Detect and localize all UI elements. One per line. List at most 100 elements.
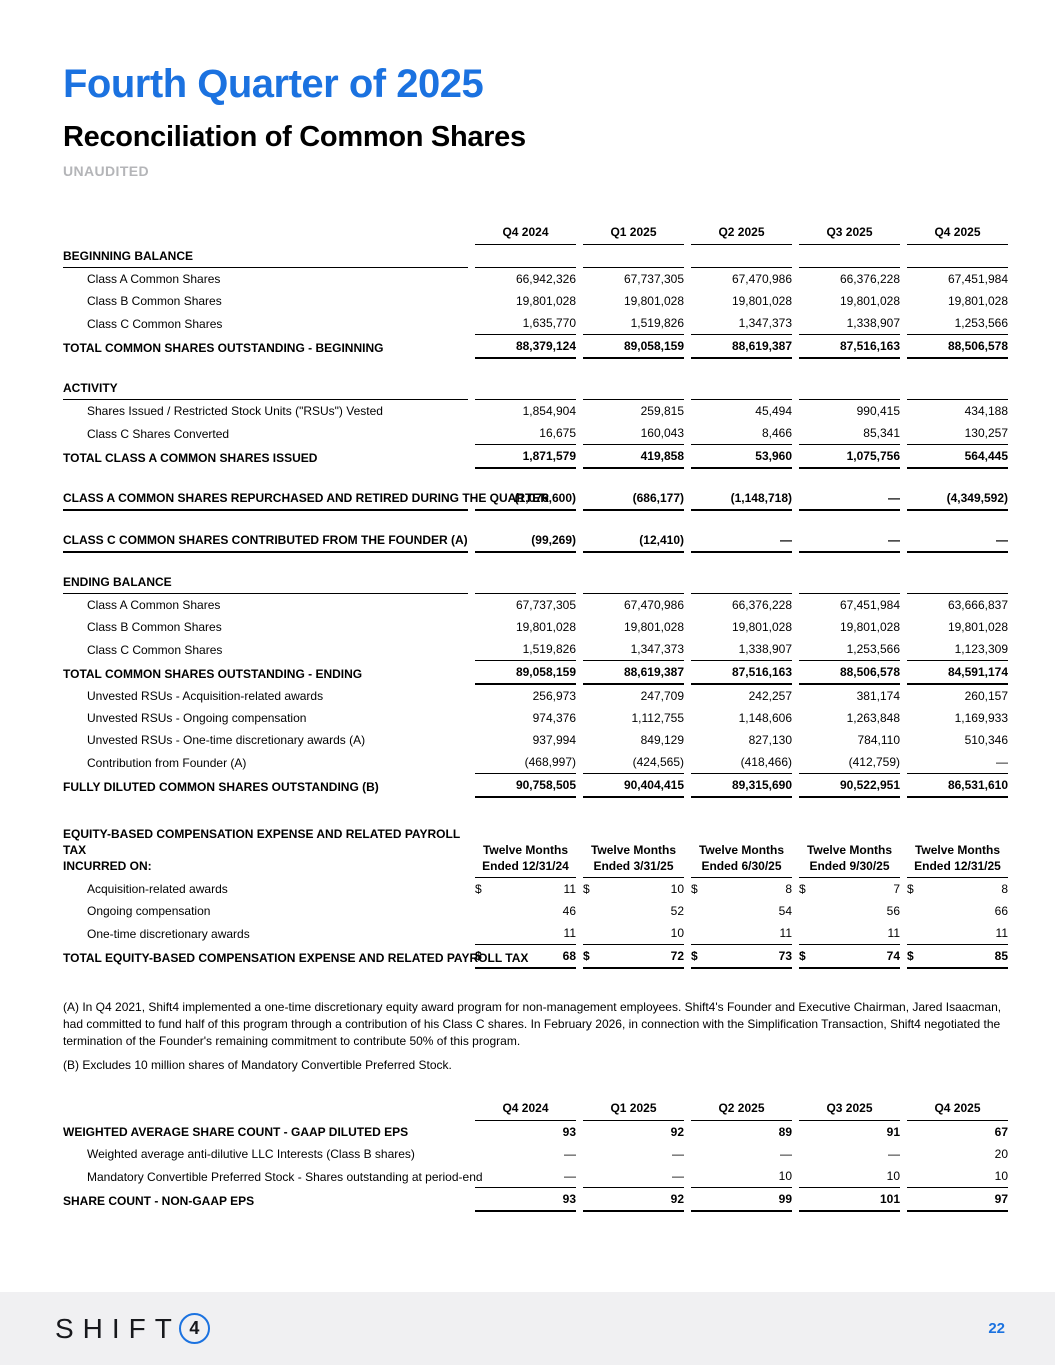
value-cell: 256,973 [532, 688, 576, 703]
table-row: BEGINNING BALANCE [63, 245, 1008, 268]
value-cell: 46 [562, 904, 576, 919]
value-cell: — [583, 1165, 684, 1188]
table-row: Unvested RSUs - Acquisition-related awar… [63, 685, 1008, 707]
value-cell: 10 [907, 1165, 1008, 1188]
value-cell: (1,076,600) [475, 487, 576, 511]
value-cell: 1,169,933 [954, 710, 1008, 725]
spacer-row [63, 553, 1008, 571]
value-cell: 974,376 [532, 710, 576, 725]
value-cell: 67,737,305 [623, 271, 684, 286]
column-header-row: EQUITY-BASED COMPENSATION EXPENSE AND RE… [63, 822, 1008, 879]
table-row: Class C Common Shares 1,519,826 1,347,373 1… [63, 638, 1008, 661]
value-cell: 1,338,907 [691, 638, 792, 661]
table-row: Unvested RSUs - One-time discretionary a… [63, 729, 1008, 751]
value-cell: 67 [994, 1124, 1008, 1139]
value-cell [799, 377, 900, 400]
value-cell: 90,522,951 [799, 774, 900, 798]
currency-symbol: $ [907, 949, 914, 964]
table-row: Acquisition-related awards $11 $10 $8 $7 $8 [63, 878, 1008, 900]
column-header: Twelve Months Ended 3/31/25 [583, 822, 684, 879]
value-cell: 1,253,566 [907, 312, 1008, 335]
column-header: Twelve Months Ended 9/30/25 [799, 822, 900, 879]
logo-number: 4 [189, 1318, 200, 1338]
column-header: Q3 2025 [799, 221, 900, 245]
column-header: Q4 2024 [475, 221, 576, 245]
column-header-row: Q4 2024 Q1 2025 Q2 2025 Q3 2025 Q4 2025 [63, 1097, 1008, 1121]
spacer-cell [63, 511, 1008, 529]
shares-reconciliation-table: Q4 2024 Q1 2025 Q2 2025 Q3 2025 Q4 2025 BEGIN… [63, 221, 1008, 798]
value-cell: — [691, 529, 792, 553]
row-label: Ongoing compensation [87, 904, 211, 919]
value-cell: 88,506,578 [799, 661, 900, 685]
value: 8 [1001, 882, 1008, 897]
row-label: TOTAL COMMON SHARES OUTSTANDING - BEGINN… [63, 340, 384, 355]
value-cell: — [799, 529, 900, 553]
column-header: Q1 2025 [583, 221, 684, 245]
value-cell: 19,801,028 [839, 293, 900, 308]
value-cell: 11 [691, 922, 792, 946]
value-cell: 85,341 [799, 422, 900, 445]
value-cell [691, 377, 792, 400]
table-row: Contribution from Founder (A) (468,997) (4… [63, 751, 1008, 774]
page-title: Fourth Quarter of 2025 [63, 62, 484, 106]
value-cell: 91 [886, 1124, 900, 1139]
value-cell [799, 571, 900, 594]
table-row: TOTAL COMMON SHARES OUTSTANDING - BEGINN… [63, 335, 1008, 359]
value-cell: 67,470,986 [731, 271, 792, 286]
table-row: One-time discretionary awards 11 10 11 11 11 [63, 922, 1008, 946]
value-cell: 1,347,373 [583, 638, 684, 661]
row-label: One-time discretionary awards [87, 927, 250, 942]
value-cell: (686,177) [583, 487, 684, 511]
value-cell: 19,801,028 [731, 619, 792, 634]
share-count-table: Q4 2024 Q1 2025 Q2 2025 Q3 2025 Q4 2025 WEIGH… [63, 1097, 1008, 1212]
value-cell: 67,737,305 [515, 597, 576, 612]
value-cell: 89,058,159 [475, 661, 576, 685]
spacer-row [63, 469, 1008, 487]
value-cell [691, 571, 792, 594]
value-cell: $8 [691, 878, 792, 900]
table-row: Ongoing compensation 46 52 54 56 66 [63, 900, 1008, 922]
value-cell: $85 [907, 945, 1008, 970]
column-header: Q1 2025 [583, 1097, 684, 1121]
value-cell: 1,347,373 [691, 312, 792, 335]
column-header: Twelve Months Ended 12/31/25 [907, 822, 1008, 879]
value-cell: 849,129 [640, 732, 684, 747]
column-header: Twelve Months Ended 12/31/24 [475, 822, 576, 879]
financial-table: Q4 2024 Q1 2025 Q2 2025 Q3 2025 Q4 2025 BEGIN… [56, 221, 1015, 798]
value-cell: $73 [691, 945, 792, 970]
value-cell: 1,123,309 [907, 638, 1008, 661]
value-cell: 87,516,163 [691, 661, 792, 685]
currency-symbol: $ [799, 949, 806, 964]
value-cell: 19,801,028 [623, 293, 684, 308]
column-header: Q4 2024 [475, 1097, 576, 1121]
value-cell: — [799, 487, 900, 511]
value-cell: (412,759) [799, 751, 900, 774]
value-cell: (424,565) [583, 751, 684, 774]
column-header-row: Q4 2024 Q1 2025 Q2 2025 Q3 2025 Q4 2025 [63, 221, 1008, 245]
value: 7 [893, 882, 900, 897]
value-cell: 66,376,228 [839, 271, 900, 286]
row-label: WEIGHTED AVERAGE SHARE COUNT - GAAP DILU… [63, 1124, 409, 1139]
value-cell: 101 [799, 1188, 900, 1212]
value-cell: 20 [994, 1146, 1008, 1161]
value-cell: 45,494 [755, 403, 792, 418]
spacer-cell [63, 469, 1008, 487]
spacer-cell [63, 359, 1008, 377]
currency-symbol: $ [799, 882, 806, 897]
value-cell: 1,854,904 [522, 403, 576, 418]
value-cell: 1,519,826 [583, 312, 684, 335]
value-cell: 564,445 [907, 445, 1008, 469]
header-label-cell [63, 1097, 468, 1121]
value-cell [583, 571, 684, 594]
value: 72 [670, 949, 684, 964]
value-cell: 130,257 [907, 422, 1008, 445]
value-cell: 66,376,228 [731, 597, 792, 612]
value-cell: 10 [799, 1165, 900, 1188]
spacer-row [63, 359, 1008, 377]
row-label: ACTIVITY [63, 377, 468, 400]
value-cell: $10 [583, 878, 684, 900]
table-row: TOTAL CLASS A COMMON SHARES ISSUED 1,871,… [63, 445, 1008, 469]
value: 85 [994, 949, 1008, 964]
currency-symbol: $ [583, 949, 590, 964]
equity-compensation-table: EQUITY-BASED COMPENSATION EXPENSE AND RE… [63, 822, 1008, 970]
